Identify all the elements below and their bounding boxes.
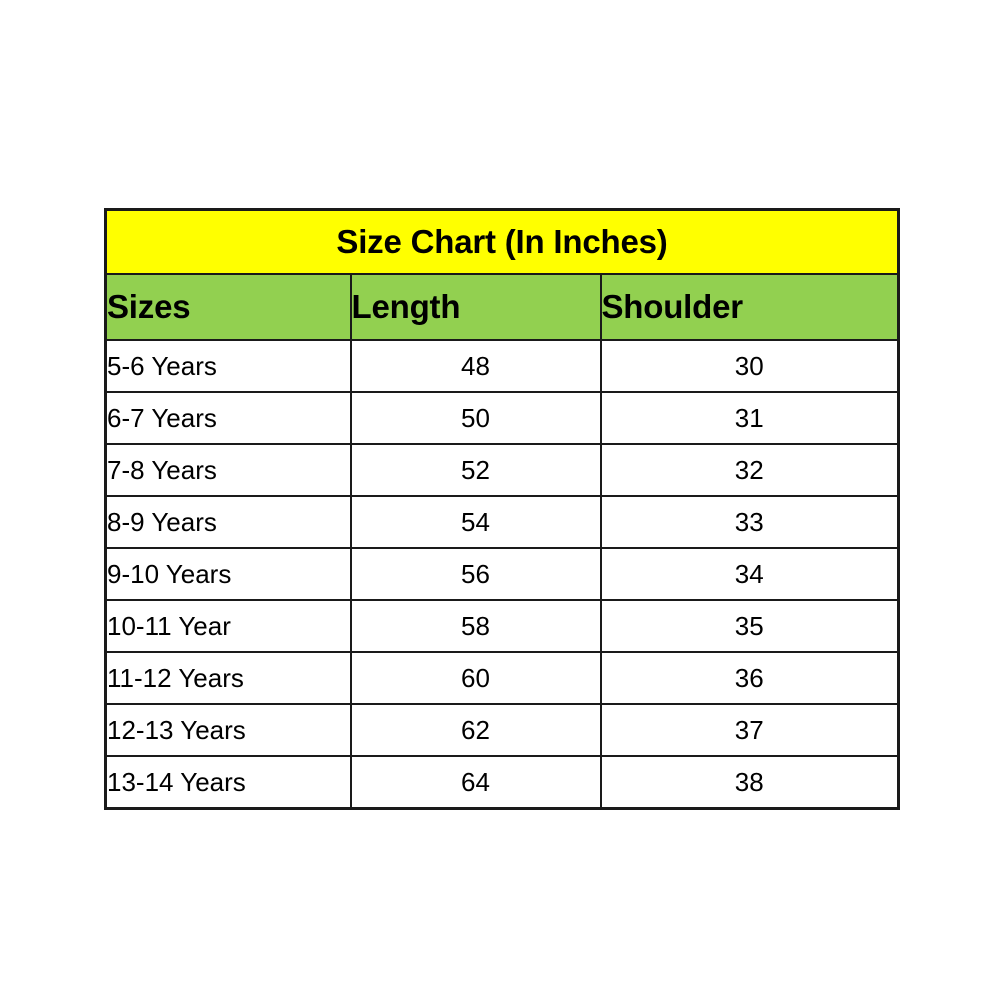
table-row: 6-7 Years 50 31: [104, 391, 900, 445]
cell-size: 11-12 Years: [104, 651, 352, 705]
size-chart-body: Size Chart (In Inches) Sizes Length Shou…: [104, 208, 900, 810]
chart-title: Size Chart (In Inches): [104, 208, 900, 275]
cell-length: 58: [349, 599, 602, 653]
table-row: 9-10 Years 56 34: [104, 547, 900, 601]
cell-size: 9-10 Years: [104, 547, 352, 601]
table-row: 10-11 Year 58 35: [104, 599, 900, 653]
column-header-shoulder: Shoulder: [599, 273, 900, 341]
cell-shoulder: 33: [599, 495, 900, 549]
cell-size: 13-14 Years: [104, 755, 352, 810]
cell-length: 60: [349, 651, 602, 705]
cell-size: 5-6 Years: [104, 339, 352, 393]
table-row: 8-9 Years 54 33: [104, 495, 900, 549]
size-chart-table: Size Chart (In Inches) Sizes Length Shou…: [104, 208, 900, 810]
cell-size: 7-8 Years: [104, 443, 352, 497]
cell-shoulder: 35: [599, 599, 900, 653]
cell-shoulder: 36: [599, 651, 900, 705]
cell-shoulder: 30: [599, 339, 900, 393]
cell-shoulder: 38: [599, 755, 900, 810]
column-header-length: Length: [349, 273, 602, 341]
cell-size: 10-11 Year: [104, 599, 352, 653]
title-row: Size Chart (In Inches): [104, 208, 900, 275]
header-row: Sizes Length Shoulder: [104, 273, 900, 341]
table-row: 7-8 Years 52 32: [104, 443, 900, 497]
cell-size: 12-13 Years: [104, 703, 352, 757]
cell-length: 62: [349, 703, 602, 757]
table-row: 12-13 Years 62 37: [104, 703, 900, 757]
cell-length: 48: [349, 339, 602, 393]
cell-shoulder: 32: [599, 443, 900, 497]
cell-length: 54: [349, 495, 602, 549]
column-header-sizes: Sizes: [104, 273, 352, 341]
cell-size: 8-9 Years: [104, 495, 352, 549]
cell-shoulder: 37: [599, 703, 900, 757]
table-row: 11-12 Years 60 36: [104, 651, 900, 705]
cell-length: 52: [349, 443, 602, 497]
cell-length: 50: [349, 391, 602, 445]
cell-length: 64: [349, 755, 602, 810]
table-row: 5-6 Years 48 30: [104, 339, 900, 393]
table-row: 13-14 Years 64 38: [104, 755, 900, 810]
cell-size: 6-7 Years: [104, 391, 352, 445]
cell-length: 56: [349, 547, 602, 601]
cell-shoulder: 34: [599, 547, 900, 601]
cell-shoulder: 31: [599, 391, 900, 445]
